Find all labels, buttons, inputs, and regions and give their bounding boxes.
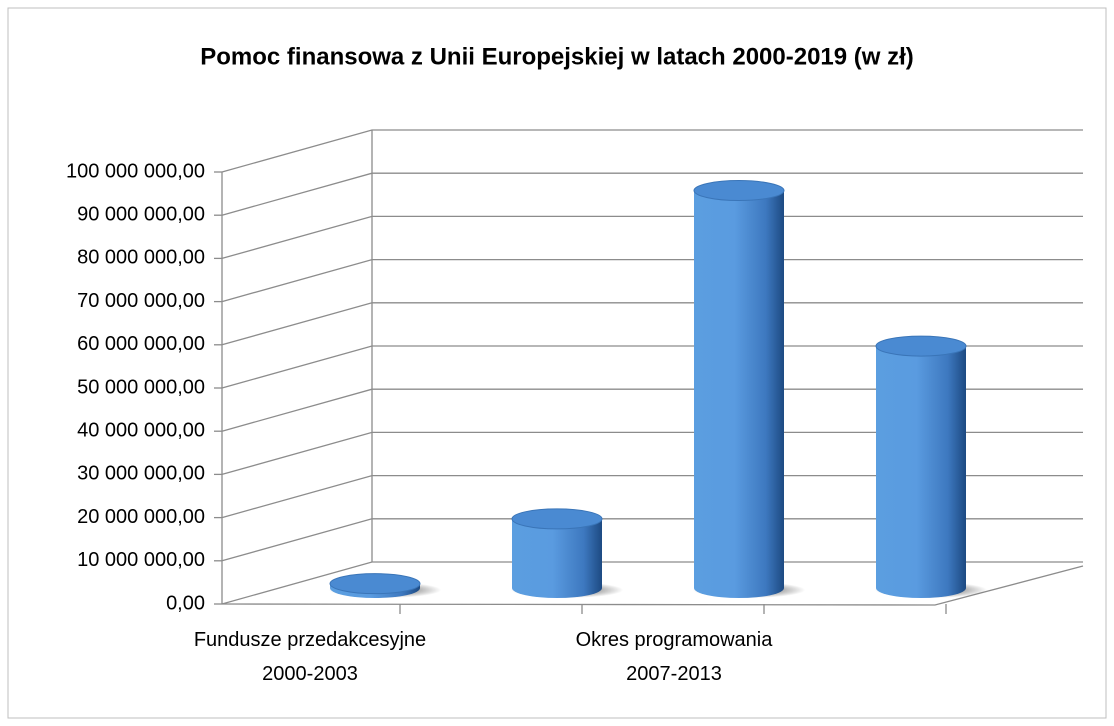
- cylinder-body: [512, 518, 602, 598]
- cylinder-top: [329, 573, 421, 595]
- cylinder: [328, 573, 442, 598]
- y-tick-label: 90 000 000,00: [77, 203, 205, 225]
- y-tick-label: 20 000 000,00: [77, 506, 205, 528]
- cylinder-top: [511, 508, 603, 530]
- cylinder: [692, 180, 806, 598]
- cylinder-top: [875, 335, 967, 357]
- x-tick-label-line: 2007-2013: [626, 663, 722, 685]
- x-tick-label: Okres programowania 2007-2013: [576, 629, 774, 685]
- x-tick-label-line: Okres programowania: [576, 629, 774, 651]
- y-tick-label: 60 000 000,00: [77, 333, 205, 355]
- y-tick-label: 10 000 000,00: [77, 549, 205, 571]
- plot: 0,00 10 000 000,00 20 000 000,00 30 000 000…: [66, 129, 1083, 685]
- x-tick-label: Fundusze przedakcesyjne 2000-2003: [194, 629, 426, 685]
- cylinder-body: [876, 346, 966, 598]
- floor-edge: [221, 565, 1084, 606]
- cylinder-top: [693, 180, 785, 202]
- chart-title: Pomoc finansowa z Unii Europejskiej w la…: [200, 43, 914, 70]
- x-tick-label-line: 2000-2003: [262, 663, 358, 685]
- y-tick-label: 0,00: [166, 592, 205, 614]
- y-tick-label: 100 000 000,00: [66, 160, 205, 182]
- y-tick-label: 70 000 000,00: [77, 290, 205, 312]
- cylinder: [510, 508, 624, 598]
- y-tick-label: 40 000 000,00: [77, 419, 205, 441]
- y-tick-label: 80 000 000,00: [77, 247, 205, 269]
- cylinder: [874, 335, 988, 598]
- y-tick-label: 50 000 000,00: [77, 376, 205, 398]
- y-tick-label: 30 000 000,00: [77, 463, 205, 485]
- cylinder-body: [694, 190, 784, 598]
- x-tick-label-line: Fundusze przedakcesyjne: [194, 629, 426, 651]
